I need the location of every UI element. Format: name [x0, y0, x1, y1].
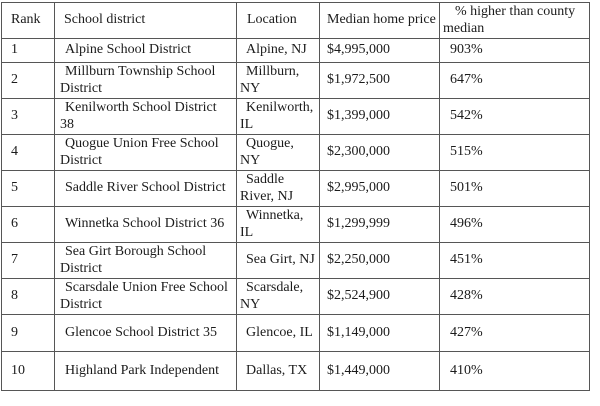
location-cell: Alpine, NJ	[236, 38, 320, 64]
pct-cell: 903%	[439, 38, 590, 64]
pct-cell: 410%	[439, 351, 590, 392]
school-districts-table: Rank School district Location Median hom…	[1, 1, 590, 392]
location-cell: Scarsdale, NY	[236, 278, 320, 316]
price-cell: $2,995,000	[319, 170, 440, 208]
location-cell: Millburn, NY	[236, 62, 320, 100]
rank-cell: 7	[1, 242, 55, 280]
table-row: 2 Millburn Township School District Mill…	[1, 62, 590, 100]
district-cell: Scarsdale Union Free School District	[54, 278, 237, 316]
price-cell: $1,399,000	[319, 98, 440, 136]
pct-cell: 428%	[439, 278, 590, 316]
district-cell: Millburn Township School District	[54, 62, 237, 100]
table-row: 7 Sea Girt Borough School District Sea G…	[1, 242, 590, 280]
location-cell: Winnetka, IL	[236, 206, 320, 244]
pct-cell: 501%	[439, 170, 590, 208]
column-header-district: School district	[54, 1, 237, 40]
table-row: 6 Winnetka School District 36 Winnetka, …	[1, 206, 590, 244]
table-row: 9 Glencoe School District 35 Glencoe, IL…	[1, 314, 590, 353]
header-row: Rank School district Location Median hom…	[1, 1, 590, 40]
rank-cell: 3	[1, 98, 55, 136]
price-cell: $1,299,999	[319, 206, 440, 244]
column-header-pct: % higher than county median	[439, 1, 590, 40]
location-cell: Glencoe, IL	[236, 314, 320, 353]
location-cell: Saddle River, NJ	[236, 170, 320, 208]
location-cell: Kenilworth, IL	[236, 98, 320, 136]
district-cell: Alpine School District	[54, 38, 237, 64]
column-header-price: Median home price	[319, 1, 440, 40]
table-row: 8 Scarsdale Union Free School District S…	[1, 278, 590, 316]
location-cell: Sea Girt, NJ	[236, 242, 320, 280]
rank-cell: 4	[1, 134, 55, 172]
rank-cell: 1	[1, 38, 55, 64]
rank-cell: 9	[1, 314, 55, 353]
table-row: 5 Saddle River School District Saddle Ri…	[1, 170, 590, 208]
column-header-location: Location	[236, 1, 320, 40]
rank-cell: 6	[1, 206, 55, 244]
district-cell: Glencoe School District 35	[54, 314, 237, 353]
price-cell: $2,300,000	[319, 134, 440, 172]
price-cell: $1,149,000	[319, 314, 440, 353]
table-header: Rank School district Location Median hom…	[1, 1, 590, 40]
district-cell: Kenilworth School District 38	[54, 98, 237, 136]
pct-cell: 496%	[439, 206, 590, 244]
pct-cell: 542%	[439, 98, 590, 136]
district-cell: Winnetka School District 36	[54, 206, 237, 244]
district-cell: Quogue Union Free School District	[54, 134, 237, 172]
rank-cell: 8	[1, 278, 55, 316]
price-cell: $2,250,000	[319, 242, 440, 280]
pct-cell: 451%	[439, 242, 590, 280]
table-row: 4 Quogue Union Free School District Quog…	[1, 134, 590, 172]
rank-cell: 2	[1, 62, 55, 100]
district-cell: Saddle River School District	[54, 170, 237, 208]
price-cell: $2,524,900	[319, 278, 440, 316]
table-row: 3 Kenilworth School District 38 Kenilwor…	[1, 98, 590, 136]
table-body: 1 Alpine School District Alpine, NJ $4,9…	[1, 38, 590, 392]
price-cell: $1,972,500	[319, 62, 440, 100]
location-cell: Quogue, NY	[236, 134, 320, 172]
location-cell: Dallas, TX	[236, 351, 320, 392]
district-cell: Highland Park Independent	[54, 351, 237, 392]
pct-cell: 427%	[439, 314, 590, 353]
price-cell: $1,449,000	[319, 351, 440, 392]
column-header-rank: Rank	[1, 1, 55, 40]
pct-cell: 515%	[439, 134, 590, 172]
table-row: 10 Highland Park Independent Dallas, TX …	[1, 351, 590, 392]
price-cell: $4,995,000	[319, 38, 440, 64]
rank-cell: 5	[1, 170, 55, 208]
table-row: 1 Alpine School District Alpine, NJ $4,9…	[1, 38, 590, 64]
pct-cell: 647%	[439, 62, 590, 100]
rank-cell: 10	[1, 351, 55, 392]
district-cell: Sea Girt Borough School District	[54, 242, 237, 280]
